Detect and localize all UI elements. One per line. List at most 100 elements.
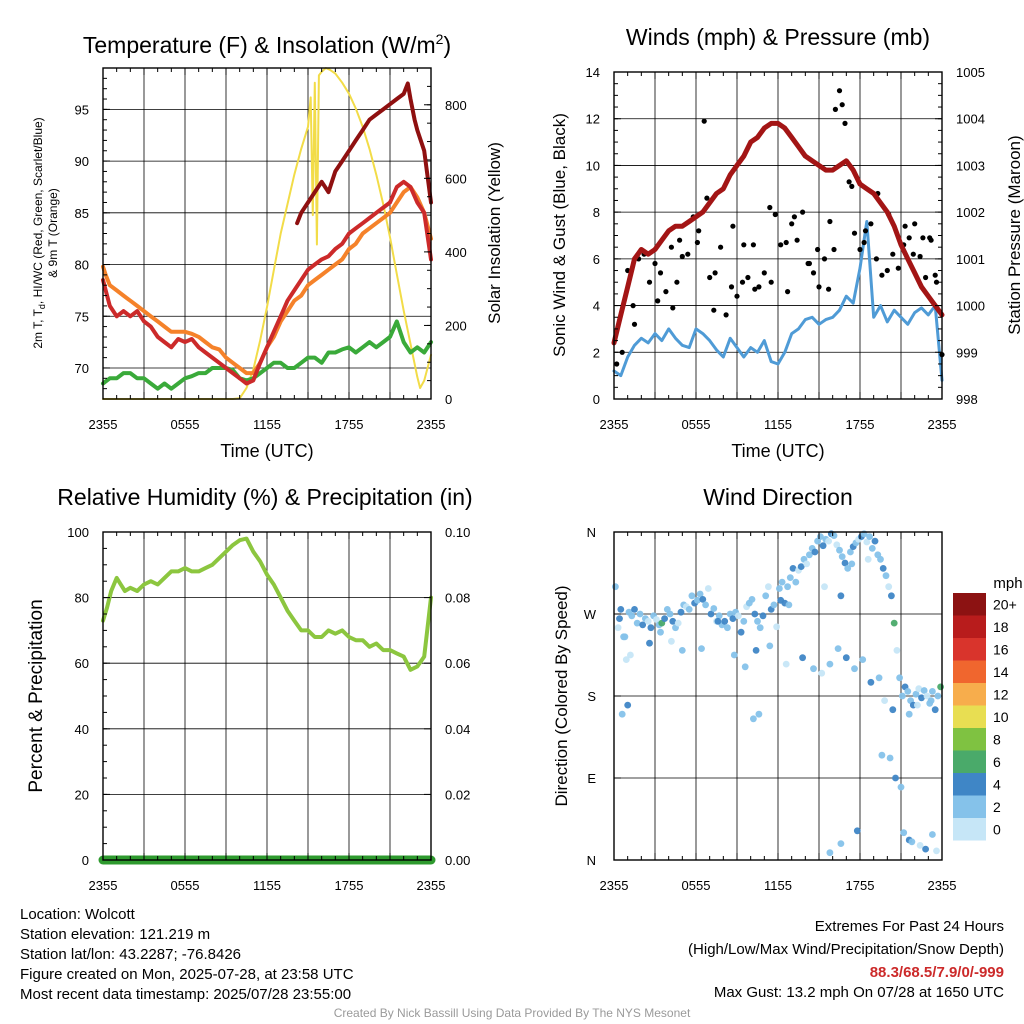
x-tick-label: 1155: [764, 417, 792, 432]
direction-point: [751, 610, 759, 618]
direction-point: [900, 829, 908, 837]
wind-direction-grid: [614, 532, 942, 860]
direction-point: [627, 651, 634, 659]
colorbar-swatch: [953, 773, 986, 796]
direction-point: [830, 532, 838, 539]
gust-point: [846, 179, 852, 185]
recent-data-timestamp: Most recent data timestamp: 2025/07/28 2…: [20, 986, 352, 1003]
gust-point: [868, 221, 874, 227]
y-tick-label: 998: [956, 392, 978, 407]
gust-point: [879, 272, 885, 278]
y-tick-label: 1004: [956, 112, 985, 127]
direction-point: [882, 572, 890, 580]
y-tick-label: 1000: [956, 299, 985, 314]
direction-point: [750, 715, 757, 723]
y-tick-label: 95: [75, 102, 89, 117]
y-tick-label: 999: [956, 345, 978, 360]
colorbar-swatch: [953, 593, 986, 616]
x-tick-label: 2355: [600, 878, 629, 893]
direction-point: [776, 585, 783, 592]
direction-point: [818, 669, 826, 677]
direction-point: [905, 710, 913, 718]
direction-point: [628, 612, 636, 620]
direction-point: [624, 701, 632, 709]
gust-point: [745, 274, 751, 281]
y-tick-label: 2: [593, 345, 600, 360]
gust-point: [730, 223, 736, 229]
winds-ylabel-left: Sonic Wind & Gust (Blue, Black): [550, 113, 569, 357]
direction-point: [912, 690, 920, 698]
direction-point: [639, 621, 647, 629]
direction-point: [863, 538, 871, 546]
gust-point: [783, 239, 789, 246]
x-tick-label: 1755: [846, 878, 875, 893]
relative-humidity-line: [101, 536, 433, 672]
colorbar-swatch: [953, 750, 986, 773]
direction-point: [929, 688, 936, 695]
extremes-subtitle: (High/Low/Max Wind/Precipitation/Snow De…: [688, 941, 1004, 958]
direction-point: [762, 592, 770, 600]
extremes-title: Extremes For Past 24 Hours: [814, 918, 1004, 935]
gust-point: [707, 274, 713, 281]
speed-colorbar: 0 2 4 6 8 10 12 14 16 18 20+: [953, 593, 1017, 841]
gust-point: [696, 228, 702, 234]
colorbar-label: 16: [993, 641, 1009, 657]
direction-point: [653, 616, 660, 623]
winds-series: [611, 88, 945, 382]
gust-point: [933, 279, 940, 285]
pressure-line: [611, 120, 945, 346]
y-tick-label: 400: [445, 245, 467, 260]
direction-point: [833, 541, 841, 549]
gust-point: [679, 253, 685, 260]
gust-point: [851, 230, 858, 236]
direction-point: [886, 754, 894, 762]
y-tick-label: 0.00: [445, 853, 470, 868]
y-tick-label: 20: [75, 787, 89, 802]
y-tick-label: 10: [586, 158, 600, 173]
y-tick-label: 1003: [956, 158, 985, 173]
direction-point: [844, 565, 852, 572]
y-tick-label: 14: [586, 65, 600, 80]
temperature-panel-title: Temperature (F) & Insolation (W/m2): [83, 31, 451, 58]
direction-point: [661, 615, 668, 622]
x-tick-label: 2355: [417, 417, 446, 432]
y-tick-label: 100: [67, 525, 89, 540]
colorbar-swatch: [953, 818, 986, 841]
gust-point: [815, 246, 821, 253]
direction-point: [688, 592, 696, 600]
direction-point: [927, 697, 935, 704]
direction-point: [825, 537, 832, 545]
x-tick-label: 0555: [682, 878, 711, 893]
x-tick-label: 2355: [928, 417, 957, 432]
direction-point: [922, 845, 929, 853]
direction-point: [657, 628, 664, 636]
colorbar-label: 18: [993, 619, 1009, 635]
humidity-ylabel-left: Percent & Precipitation: [26, 599, 47, 792]
direction-point: [806, 551, 813, 559]
gust-point: [827, 218, 833, 225]
direction-point: [617, 606, 625, 613]
gust-point: [767, 204, 773, 211]
gust-point: [826, 286, 832, 292]
colorbar-label: 14: [993, 664, 1009, 680]
direction-point: [702, 601, 709, 609]
compass-tick-label: W: [584, 607, 597, 622]
gust-point: [619, 349, 625, 355]
y-tick-label: 12: [586, 112, 600, 127]
compass-tick-label: E: [587, 771, 596, 786]
gust-point: [668, 244, 675, 250]
direction-point: [633, 619, 641, 627]
station-latlon: Station lat/lon: 43.2287; -76.8426: [20, 946, 242, 963]
y-tick-label: 800: [445, 98, 467, 113]
colorbar-swatch: [953, 638, 986, 661]
colorbar-label: 10: [993, 709, 1009, 725]
x-tick-label: 0555: [171, 878, 200, 893]
temperature-ticks: 2355 0555 1155 1755 2355 70 75 80 85 90 95 0 200 400 6…: [75, 67, 467, 432]
direction-point: [614, 624, 622, 632]
direction-point: [789, 565, 797, 572]
y-tick-label: 90: [75, 154, 89, 169]
direction-point: [715, 612, 723, 620]
direction-point: [729, 615, 737, 622]
compass-tick-label: N: [587, 853, 596, 868]
temperature-ylabel-left-line2: & 9m T (Orange): [46, 188, 60, 278]
